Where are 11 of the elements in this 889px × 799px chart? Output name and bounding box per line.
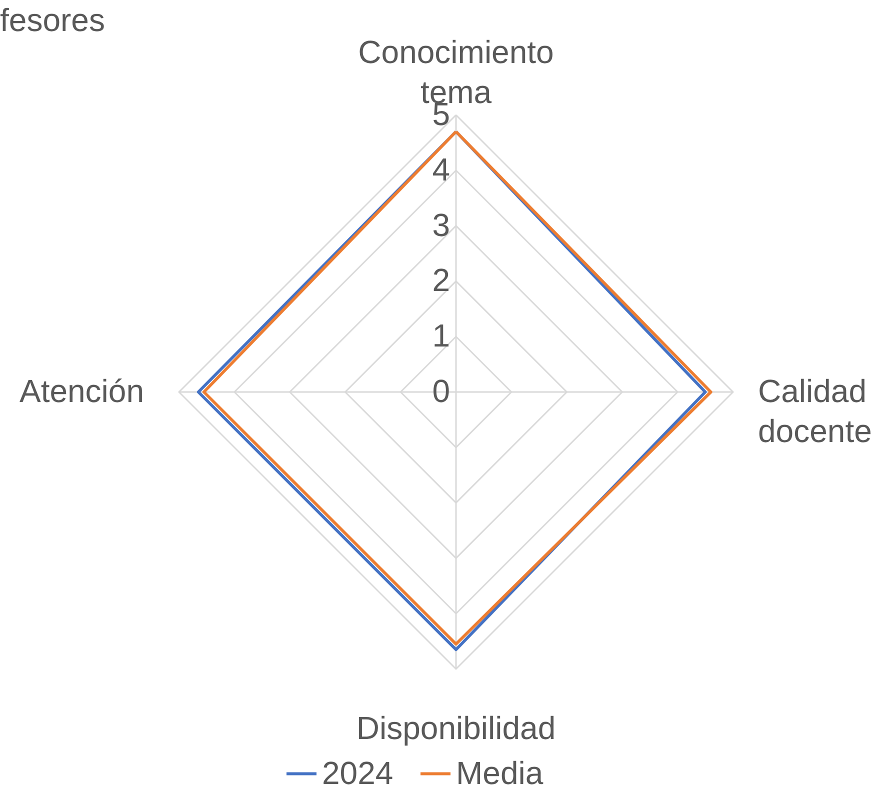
- y-tick-label: 1: [432, 318, 450, 354]
- legend-label: 2024: [322, 754, 394, 791]
- legend-label: Media: [456, 754, 544, 791]
- chart-title: fesores: [0, 2, 105, 38]
- spoke-label: Disponibilidad: [356, 710, 556, 746]
- spoke-label: Calidad docente: [758, 373, 872, 449]
- y-tick-label: 4: [432, 151, 450, 188]
- y-tick-label: 3: [432, 206, 450, 243]
- spoke-label: Atención: [19, 373, 144, 409]
- y-tick-label: 0: [432, 373, 450, 409]
- y-tick-label: 2: [432, 262, 450, 298]
